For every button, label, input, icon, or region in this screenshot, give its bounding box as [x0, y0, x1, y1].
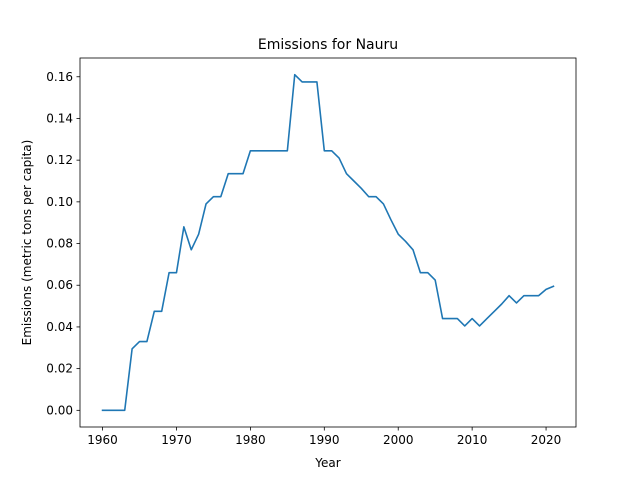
- y-tick-label: 0.08: [46, 237, 73, 251]
- y-tick-label: 0.06: [46, 278, 73, 292]
- x-tick-label: 1960: [87, 433, 118, 447]
- plot-area-frame: [79, 57, 577, 428]
- y-tick-label: 0.00: [46, 403, 73, 417]
- y-tick-label: 0.12: [46, 153, 73, 167]
- x-tick-label: 2010: [457, 433, 488, 447]
- x-tick-label: 1970: [161, 433, 192, 447]
- x-tick-label: 1990: [309, 433, 340, 447]
- x-axis-title: Year: [314, 456, 340, 470]
- x-tick-label: 1980: [235, 433, 266, 447]
- y-tick-label: 0.16: [46, 70, 73, 84]
- y-tick-label: 0.14: [46, 111, 73, 125]
- emissions-series-line: [101, 73, 555, 412]
- x-tick-label: 2000: [383, 433, 414, 447]
- chart-title: Emissions for Nauru: [258, 37, 398, 53]
- y-tick-label: 0.04: [46, 320, 73, 334]
- y-axis: 0.00 0.02 0.04 0.06 0.08 0.10 0.12 0.14 0.16: [46, 70, 80, 417]
- x-axis: 1960 1970 1980 1990 2000 2010 2020: [87, 427, 561, 447]
- y-tick-label: 0.10: [46, 195, 73, 209]
- y-axis-title: Emissions (metric tons per capita): [20, 140, 34, 346]
- x-tick-label: 2020: [531, 433, 562, 447]
- y-tick-label: 0.02: [46, 362, 73, 376]
